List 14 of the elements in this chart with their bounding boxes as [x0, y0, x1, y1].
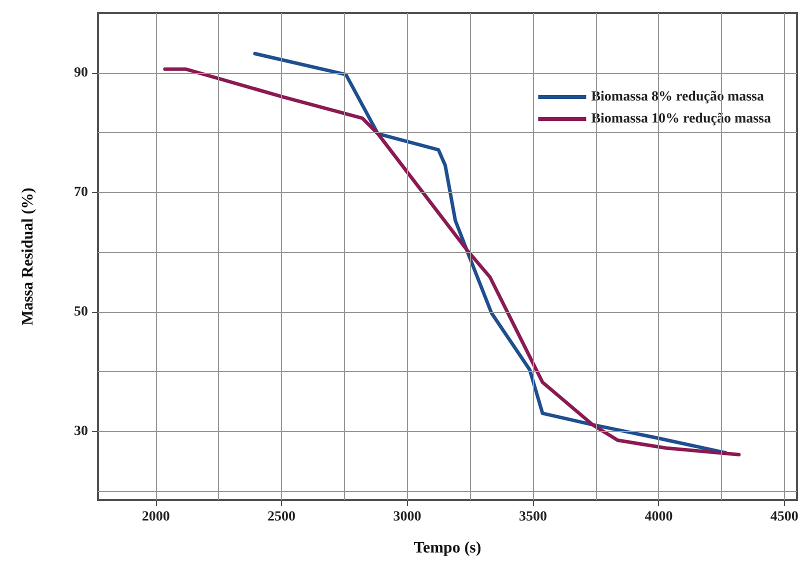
y-axis-title: Massa Residual (%) — [20, 188, 36, 326]
y-tick-label: 50 — [74, 304, 88, 320]
x-tick-label: 2500 — [268, 510, 296, 524]
x-tick-label: 3000 — [393, 510, 422, 524]
x-tick-label: 4500 — [770, 510, 798, 524]
y-tick-label: 30 — [74, 424, 88, 439]
y-tick-label: 90 — [74, 65, 88, 80]
legend-label: Biomassa 8% redução massa — [591, 90, 764, 104]
y-tick-label: 70 — [74, 184, 88, 200]
x-tick-label: 2000 — [142, 510, 170, 524]
x-tick-label: 3500 — [518, 510, 547, 524]
x-tick-label: 4000 — [644, 510, 673, 524]
legend-label: Biomassa 10% redução massa — [591, 112, 772, 126]
x-axis-title: Tempo (s) — [414, 540, 482, 556]
